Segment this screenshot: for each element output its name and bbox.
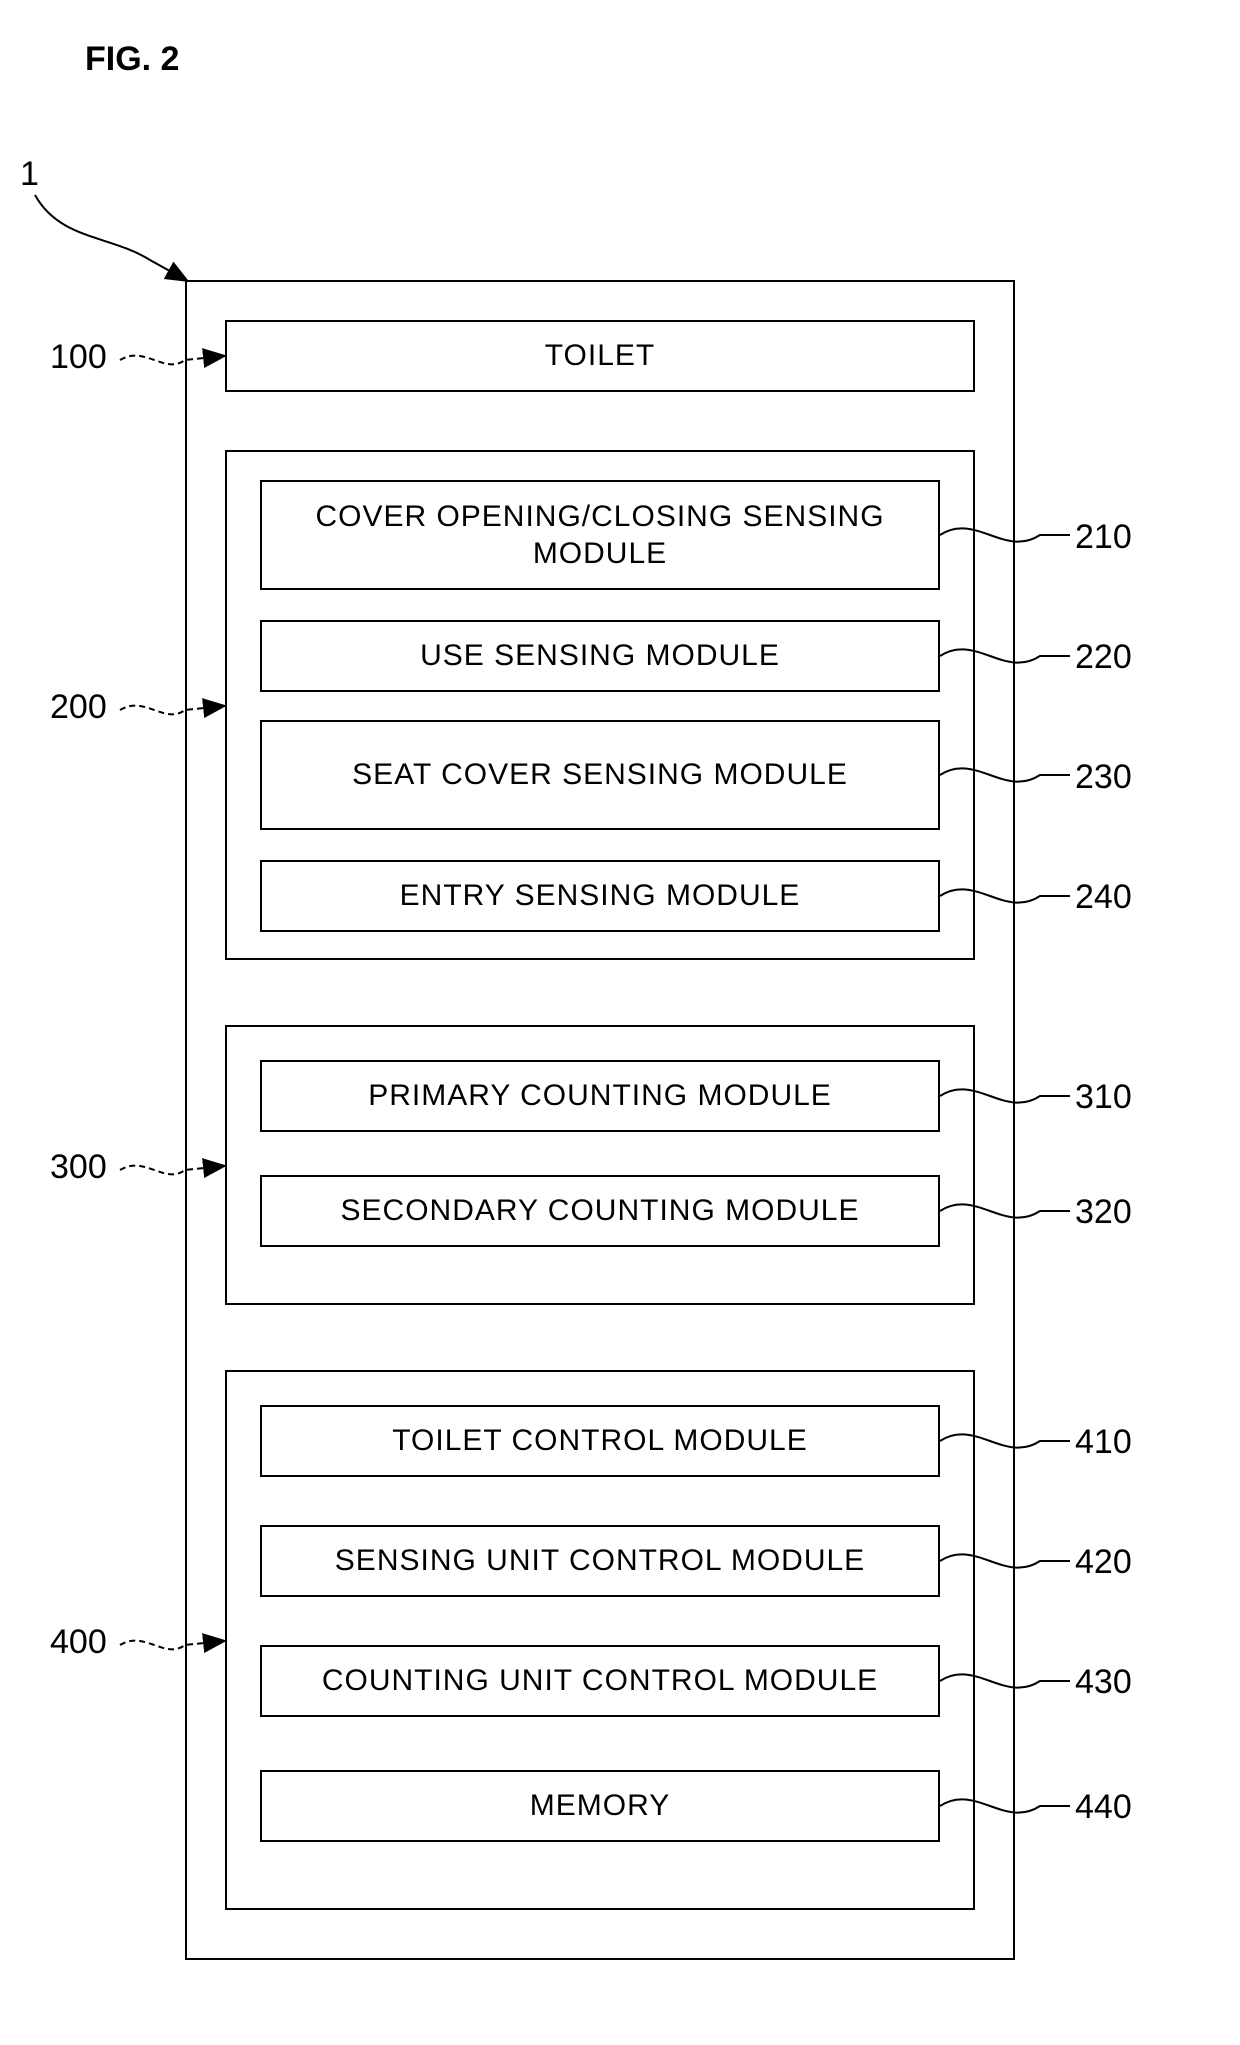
toilet-box: TOILET [225, 320, 975, 392]
memory-box: MEMORY [260, 1770, 940, 1842]
ref-320: 320 [1075, 1193, 1132, 1232]
ref-400: 400 [50, 1623, 107, 1662]
secondary-counting-label: SECONDARY COUNTING MODULE [341, 1192, 860, 1230]
entry-sensing-box: ENTRY SENSING MODULE [260, 860, 940, 932]
ref-210: 210 [1075, 518, 1132, 557]
cover-sensing-box: COVER OPENING/CLOSING SENSING MODULE [260, 480, 940, 590]
use-sensing-label: USE SENSING MODULE [420, 637, 780, 675]
sensing-control-label: SENSING UNIT CONTROL MODULE [335, 1542, 865, 1580]
counting-control-label: COUNTING UNIT CONTROL MODULE [322, 1662, 878, 1700]
ref-410: 410 [1075, 1423, 1132, 1462]
ref-420: 420 [1075, 1543, 1132, 1582]
memory-label: MEMORY [530, 1787, 670, 1825]
ref-230: 230 [1075, 758, 1132, 797]
ref-220: 220 [1075, 638, 1132, 677]
counting-control-box: COUNTING UNIT CONTROL MODULE [260, 1645, 940, 1717]
ref-200: 200 [50, 688, 107, 727]
ref-430: 430 [1075, 1663, 1132, 1702]
primary-counting-box: PRIMARY COUNTING MODULE [260, 1060, 940, 1132]
ref-310: 310 [1075, 1078, 1132, 1117]
use-sensing-box: USE SENSING MODULE [260, 620, 940, 692]
ref-1: 1 [20, 155, 39, 194]
diagram-canvas: FIG. 2 1 TOILET 100 200 COVER OPENING/CL… [0, 0, 1240, 2045]
secondary-counting-box: SECONDARY COUNTING MODULE [260, 1175, 940, 1247]
toilet-label: TOILET [545, 337, 655, 375]
primary-counting-label: PRIMARY COUNTING MODULE [368, 1077, 832, 1115]
ref-300: 300 [50, 1148, 107, 1187]
cover-sensing-label: COVER OPENING/CLOSING SENSING MODULE [270, 498, 930, 573]
figure-title: FIG. 2 [85, 40, 179, 79]
entry-sensing-label: ENTRY SENSING MODULE [400, 877, 801, 915]
seat-sensing-label: SEAT COVER SENSING MODULE [352, 756, 848, 794]
toilet-control-box: TOILET CONTROL MODULE [260, 1405, 940, 1477]
sensing-control-box: SENSING UNIT CONTROL MODULE [260, 1525, 940, 1597]
ref-240: 240 [1075, 878, 1132, 917]
ref-440: 440 [1075, 1788, 1132, 1827]
seat-sensing-box: SEAT COVER SENSING MODULE [260, 720, 940, 830]
ref-100: 100 [50, 338, 107, 377]
toilet-control-label: TOILET CONTROL MODULE [392, 1422, 808, 1460]
